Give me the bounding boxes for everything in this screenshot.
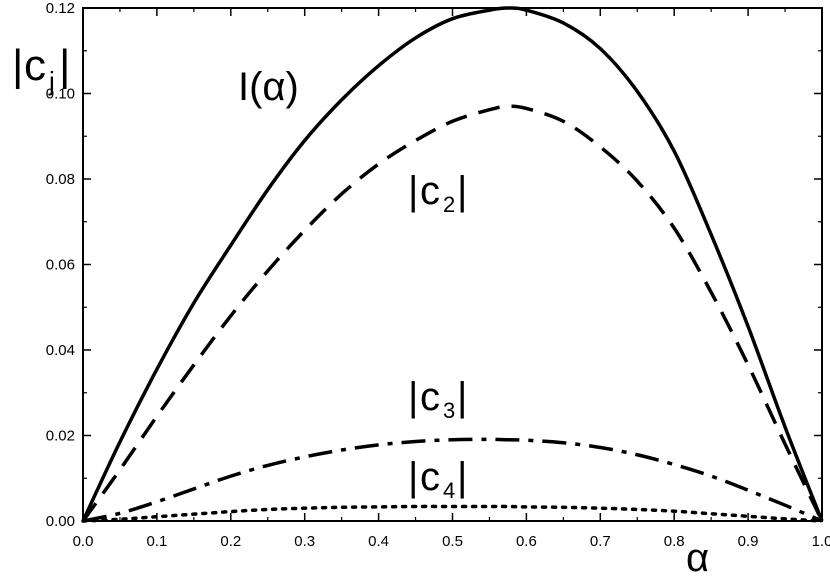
x-axis-title: α [686, 536, 709, 579]
label-c2-bar-left: | [408, 169, 418, 213]
y-tick-label: 0.00 [46, 513, 75, 530]
y-axis-bar-left: | [12, 41, 23, 90]
y-axis-title-main: c [24, 41, 46, 90]
y-tick-label: 0.02 [46, 428, 75, 445]
y-axis-title-sub: j [48, 66, 55, 96]
label-c4: | c 4 | [408, 455, 467, 503]
label-c3-sub: 3 [443, 398, 455, 423]
x-tick-label: 0.4 [368, 533, 389, 550]
x-tick-label: 0.8 [664, 533, 685, 550]
x-tick-label: 0.1 [146, 533, 167, 550]
label-c2-bar-right: | [457, 169, 467, 213]
y-tick-label: 0.12 [46, 0, 75, 17]
y-tick-label: 0.08 [46, 171, 75, 188]
label-c2-main: c [420, 169, 440, 213]
series-line-0 [81, 6, 824, 522]
curves-group [81, 6, 824, 523]
label-c3-bar-left: | [408, 375, 418, 419]
plot-frame [82, 7, 823, 522]
y-tick-label: 0.06 [46, 257, 75, 274]
y-axis-bar-right: | [59, 41, 70, 90]
x-tick-label: 0.5 [442, 533, 463, 550]
x-tick-label: 1.0 [812, 533, 830, 550]
ticks-group [82, 7, 823, 522]
x-tick-label: 0.3 [294, 533, 315, 550]
label-c4-sub: 4 [443, 478, 455, 503]
y-tick-label: 0.10 [46, 86, 75, 103]
x-tick-label: 0.6 [516, 533, 537, 550]
x-tick-label: 0.7 [590, 533, 611, 550]
label-c3-bar-right: | [457, 375, 467, 419]
label-c4-main: c [420, 455, 440, 499]
series-line-2 [82, 437, 823, 523]
label-c3: | c 3 | [408, 375, 467, 423]
series-line-1 [81, 104, 824, 523]
series-line-3 [81, 504, 824, 523]
label-c3-main: c [420, 375, 440, 419]
label-c2-sub: 2 [443, 192, 455, 217]
label-c2: | c 2 | [408, 169, 467, 217]
y-tick-label: 0.04 [46, 342, 75, 359]
label-I-alpha: I(α) [238, 65, 299, 109]
x-tick-label: 0.0 [73, 533, 94, 550]
label-c4-bar-left: | [408, 455, 418, 499]
x-tick-label: 0.9 [738, 533, 759, 550]
label-c4-bar-right: | [457, 455, 467, 499]
y-axis-title: | c j | [12, 41, 70, 96]
tick-labels-group: 0.0 0.1 0.2 0.3 0.4 0.5 0.6 0.7 0.8 0.9 1.0 0.00 0.0… [46, 0, 830, 550]
x-tick-label: 0.2 [220, 533, 241, 550]
